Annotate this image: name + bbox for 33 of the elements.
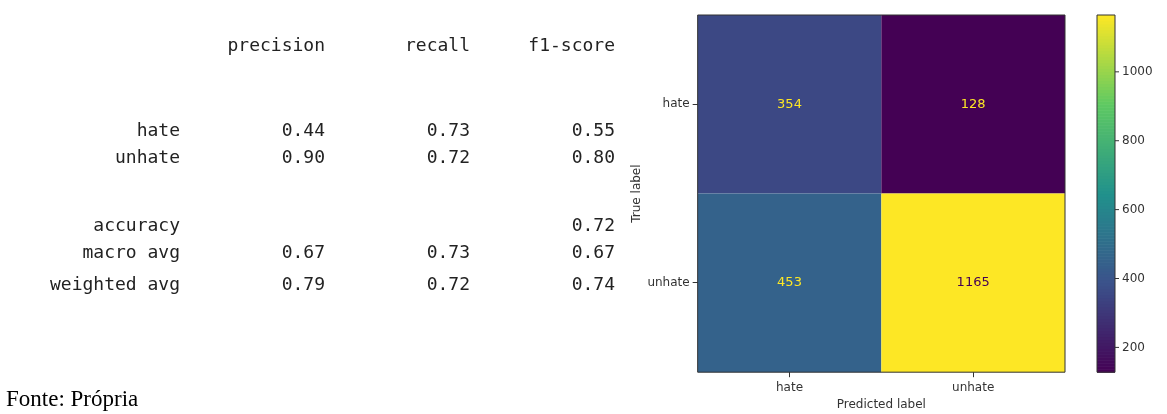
category-label: accuracy — [93, 214, 180, 235]
text: 0.73 — [426, 119, 470, 140]
text: 0.73 — [426, 240, 470, 262]
category-label: precision — [226, 32, 325, 57]
data-label: 128 — [960, 95, 986, 111]
category-label: macro avg — [82, 240, 180, 262]
category-label: weighted avg — [49, 272, 180, 294]
data-label: 1165 — [956, 274, 990, 290]
text: 0.72 — [426, 272, 470, 294]
color-bar-label: 200 — [1122, 339, 1145, 354]
data-label: 354 — [777, 95, 802, 111]
category-label: recall — [403, 32, 470, 57]
text: 0.72 — [426, 145, 470, 167]
category-label: hate — [136, 119, 180, 140]
y-axis-title: True label — [629, 164, 644, 224]
text: 0.44 — [281, 119, 325, 140]
category-label: unhate — [114, 145, 180, 167]
category-label: f1-score — [527, 32, 615, 57]
text: 0.67 — [571, 240, 615, 262]
text: 0.67 — [281, 240, 325, 262]
color-bar-label: 600 — [1122, 201, 1145, 216]
text: 0.55 — [571, 119, 615, 140]
color-bar-label: 400 — [1122, 270, 1145, 285]
data-label: 453 — [777, 274, 802, 290]
source-note: Fonte: Própria — [6, 386, 139, 412]
text: 0.90 — [281, 145, 325, 167]
color-bar-label: 1000 — [1122, 63, 1153, 78]
x-axis-title: Predicted label — [836, 396, 926, 411]
color-bar-label: 800 — [1122, 132, 1145, 147]
text: 0.80 — [571, 145, 615, 167]
text: 0.72 — [571, 214, 615, 235]
text: 0.79 — [281, 272, 325, 294]
text: 0.74 — [571, 272, 615, 294]
